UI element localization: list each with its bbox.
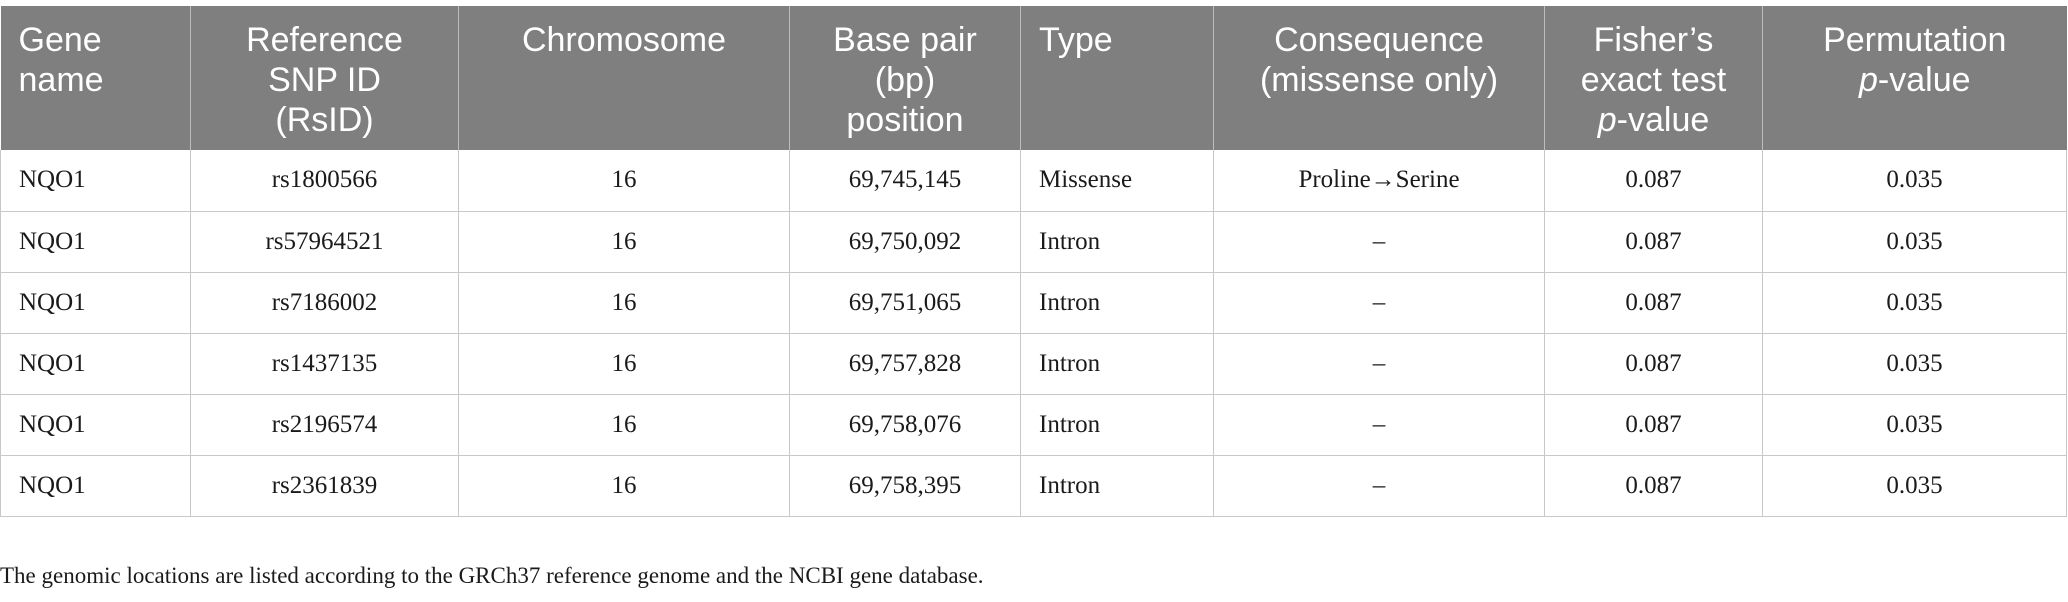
consequence-cell: – — [1213, 211, 1545, 273]
header-fishers-exact-test: Fisher’s exact test p-value — [1544, 6, 1763, 150]
gene-name-cell: NQO1 — [0, 211, 191, 273]
permutation-p-cell: 0.035 — [1762, 394, 2067, 456]
gene-name-cell: NQO1 — [0, 394, 191, 456]
type-cell: Intron — [1020, 333, 1214, 395]
fisher-p-cell: 0.087 — [1544, 333, 1763, 395]
permutation-p-cell: 0.035 — [1762, 455, 2067, 517]
header-gene-name: Gene name — [0, 6, 191, 150]
gene-name-cell: NQO1 — [0, 333, 191, 395]
header-permutation-p-value: Permutation p-value — [1762, 6, 2067, 150]
consequence-cell: – — [1213, 455, 1545, 517]
consequence-cell: – — [1213, 394, 1545, 456]
bp-position-cell: 69,745,145 — [789, 150, 1021, 212]
gene-name-cell: NQO1 — [0, 272, 191, 334]
type-cell: Intron — [1020, 272, 1214, 334]
consequence-cell: – — [1213, 272, 1545, 334]
fisher-p-cell: 0.087 — [1544, 150, 1763, 212]
bp-position-cell: 69,750,092 — [789, 211, 1021, 273]
chromosome-cell: 16 — [458, 394, 790, 456]
table-row: NQO1 rs2361839 16 69,758,395 Intron –0.087 0.0… — [0, 455, 2067, 517]
table-body: NQO1 rs1800566 16 69,745,145 Missense Proline… — [0, 150, 2067, 517]
permutation-p-cell: 0.035 — [1762, 333, 2067, 395]
fisher-p-cell: 0.087 — [1544, 272, 1763, 334]
fisher-p-cell: 0.087 — [1544, 455, 1763, 517]
table-row: NQO1 rs1800566 16 69,745,145 Missense Proline… — [0, 150, 2067, 212]
table-row: NQO1 rs57964521 16 69,750,092 Intron –0.087 0.… — [0, 211, 2067, 273]
chromosome-cell: 16 — [458, 150, 790, 212]
bp-position-cell: 69,757,828 — [789, 333, 1021, 395]
chromosome-cell: 16 — [458, 455, 790, 517]
type-cell: Missense — [1020, 150, 1214, 212]
gene-name-cell: NQO1 — [0, 150, 191, 212]
header-consequence: Consequence (missense only) — [1213, 6, 1545, 150]
header-base-pair-position: Base pair (bp) position — [789, 6, 1021, 150]
fisher-p-cell: 0.087 — [1544, 211, 1763, 273]
permutation-p-cell: 0.035 — [1762, 211, 2067, 273]
snp-table-container: Gene name Reference SNP ID (RsID) Chromosom… — [0, 6, 2068, 517]
type-cell: Intron — [1020, 211, 1214, 273]
permutation-p-cell: 0.035 — [1762, 150, 2067, 212]
consequence-cell: – — [1213, 333, 1545, 395]
fisher-p-cell: 0.087 — [1544, 394, 1763, 456]
bp-position-cell: 69,758,395 — [789, 455, 1021, 517]
rsid-cell: rs2196574 — [190, 394, 459, 456]
type-cell: Intron — [1020, 394, 1214, 456]
gene-name-cell: NQO1 — [0, 455, 191, 517]
rsid-cell: rs2361839 — [190, 455, 459, 517]
rsid-cell: rs7186002 — [190, 272, 459, 334]
bp-position-cell: 69,758,076 — [789, 394, 1021, 456]
header-type: Type — [1020, 6, 1214, 150]
chromosome-cell: 16 — [458, 272, 790, 334]
bp-position-cell: 69,751,065 — [789, 272, 1021, 334]
rsid-cell: rs57964521 — [190, 211, 459, 273]
permutation-p-cell: 0.035 — [1762, 272, 2067, 334]
table-row: NQO1 rs1437135 16 69,757,828 Intron –0.087 0.0… — [0, 333, 2067, 395]
table-row: NQO1 rs2196574 16 69,758,076 Intron –0.087 0.0… — [0, 394, 2067, 456]
snp-table: Gene name Reference SNP ID (RsID) Chromosom… — [0, 6, 2067, 517]
rsid-cell: rs1437135 — [190, 333, 459, 395]
type-cell: Intron — [1020, 455, 1214, 517]
chromosome-cell: 16 — [458, 333, 790, 395]
header-reference-snp-id: Reference SNP ID (RsID) — [190, 6, 459, 150]
chromosome-cell: 16 — [458, 211, 790, 273]
table-row: NQO1 rs7186002 16 69,751,065 Intron –0.087 0.0… — [0, 272, 2067, 334]
consequence-cell: Proline→Serine — [1213, 150, 1545, 212]
table-header-row: Gene name Reference SNP ID (RsID) Chromosom… — [0, 6, 2067, 150]
table-footnote: The genomic locations are listed accordi… — [0, 563, 984, 588]
header-chromosome: Chromosome — [458, 6, 790, 150]
rsid-cell: rs1800566 — [190, 150, 459, 212]
